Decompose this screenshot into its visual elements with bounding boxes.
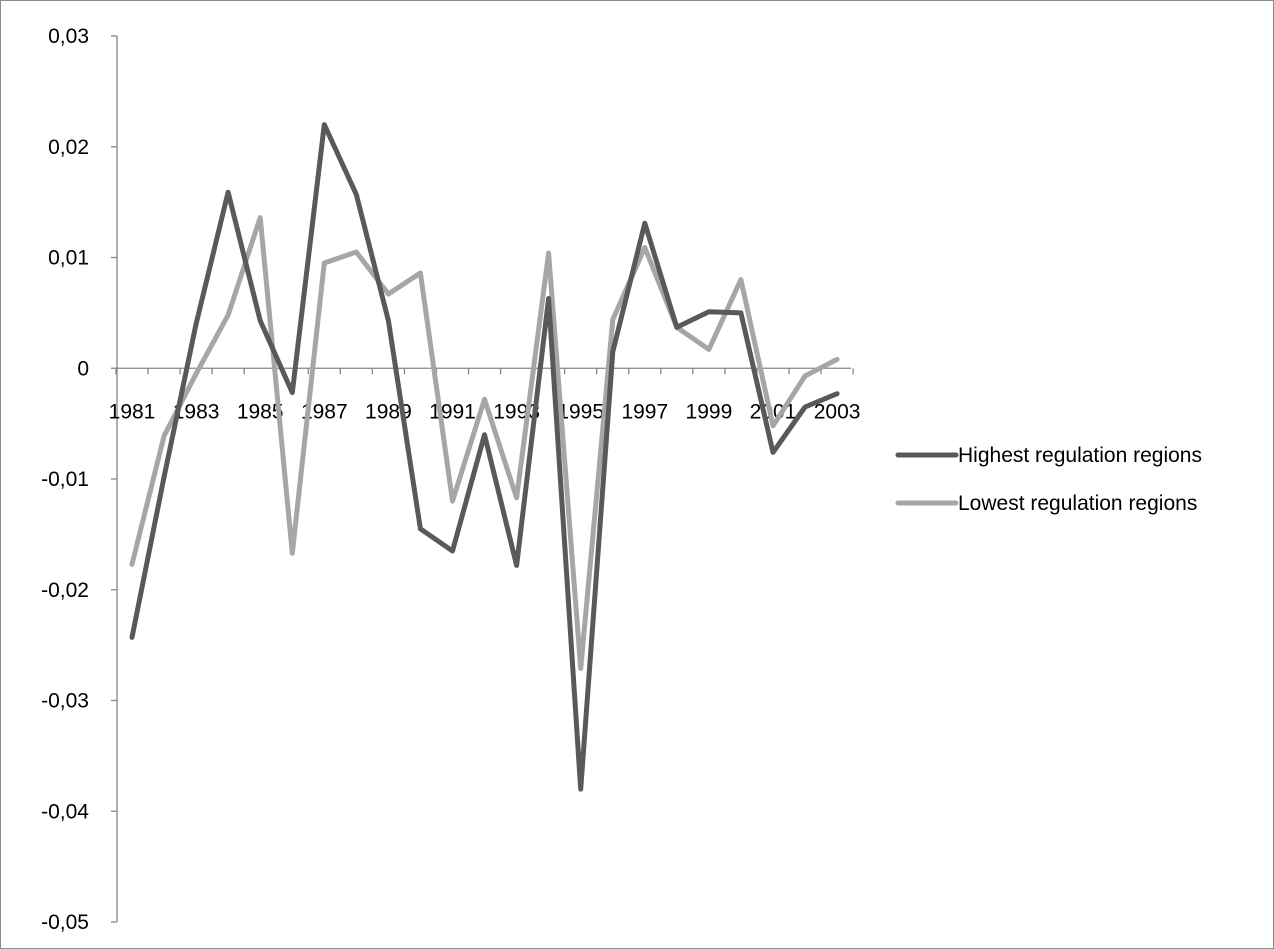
x-tick-label: 1987 bbox=[301, 400, 348, 423]
x-tick-label: 1999 bbox=[686, 400, 733, 423]
x-tick-label: 1981 bbox=[109, 400, 156, 423]
y-tick-label: -0,04 bbox=[41, 800, 89, 823]
y-tick-label: 0,01 bbox=[48, 247, 89, 270]
x-axis: 1981 1983 1985 1987 1989 1991 1993 1995 1997 1999… bbox=[109, 367, 861, 423]
legend-label: Lowest regulation regions bbox=[958, 492, 1197, 515]
y-tick-label: -0,01 bbox=[41, 468, 89, 491]
y-tick-label: -0,05 bbox=[41, 911, 89, 934]
y-tick-label: 0,03 bbox=[48, 25, 89, 48]
x-tick-label: 2003 bbox=[814, 400, 861, 423]
legend-label: Highest regulation regions bbox=[958, 444, 1202, 467]
series-line-lowest-regulation bbox=[129, 215, 840, 671]
x-tick-label: 1991 bbox=[429, 400, 476, 423]
x-tick-label: 1995 bbox=[557, 400, 604, 423]
series-lines bbox=[129, 122, 840, 792]
x-tick-label: 1985 bbox=[237, 400, 284, 423]
y-tick-label: 0,02 bbox=[48, 136, 89, 159]
x-tick-label: 1983 bbox=[173, 400, 220, 423]
legend: Highest regulation regions Lowest regulat… bbox=[895, 444, 1202, 515]
y-tick-label: -0,02 bbox=[41, 579, 89, 602]
y-tick-label: -0,03 bbox=[41, 690, 89, 713]
y-tick-label: 0 bbox=[77, 357, 89, 380]
series-line-highest-regulation bbox=[129, 122, 840, 792]
y-axis: 0,03 0,02 0,01 0 -0,01 -0,02 -0,03 -0,04 -0,05 bbox=[41, 25, 118, 934]
x-tick-label: 1997 bbox=[621, 400, 668, 423]
